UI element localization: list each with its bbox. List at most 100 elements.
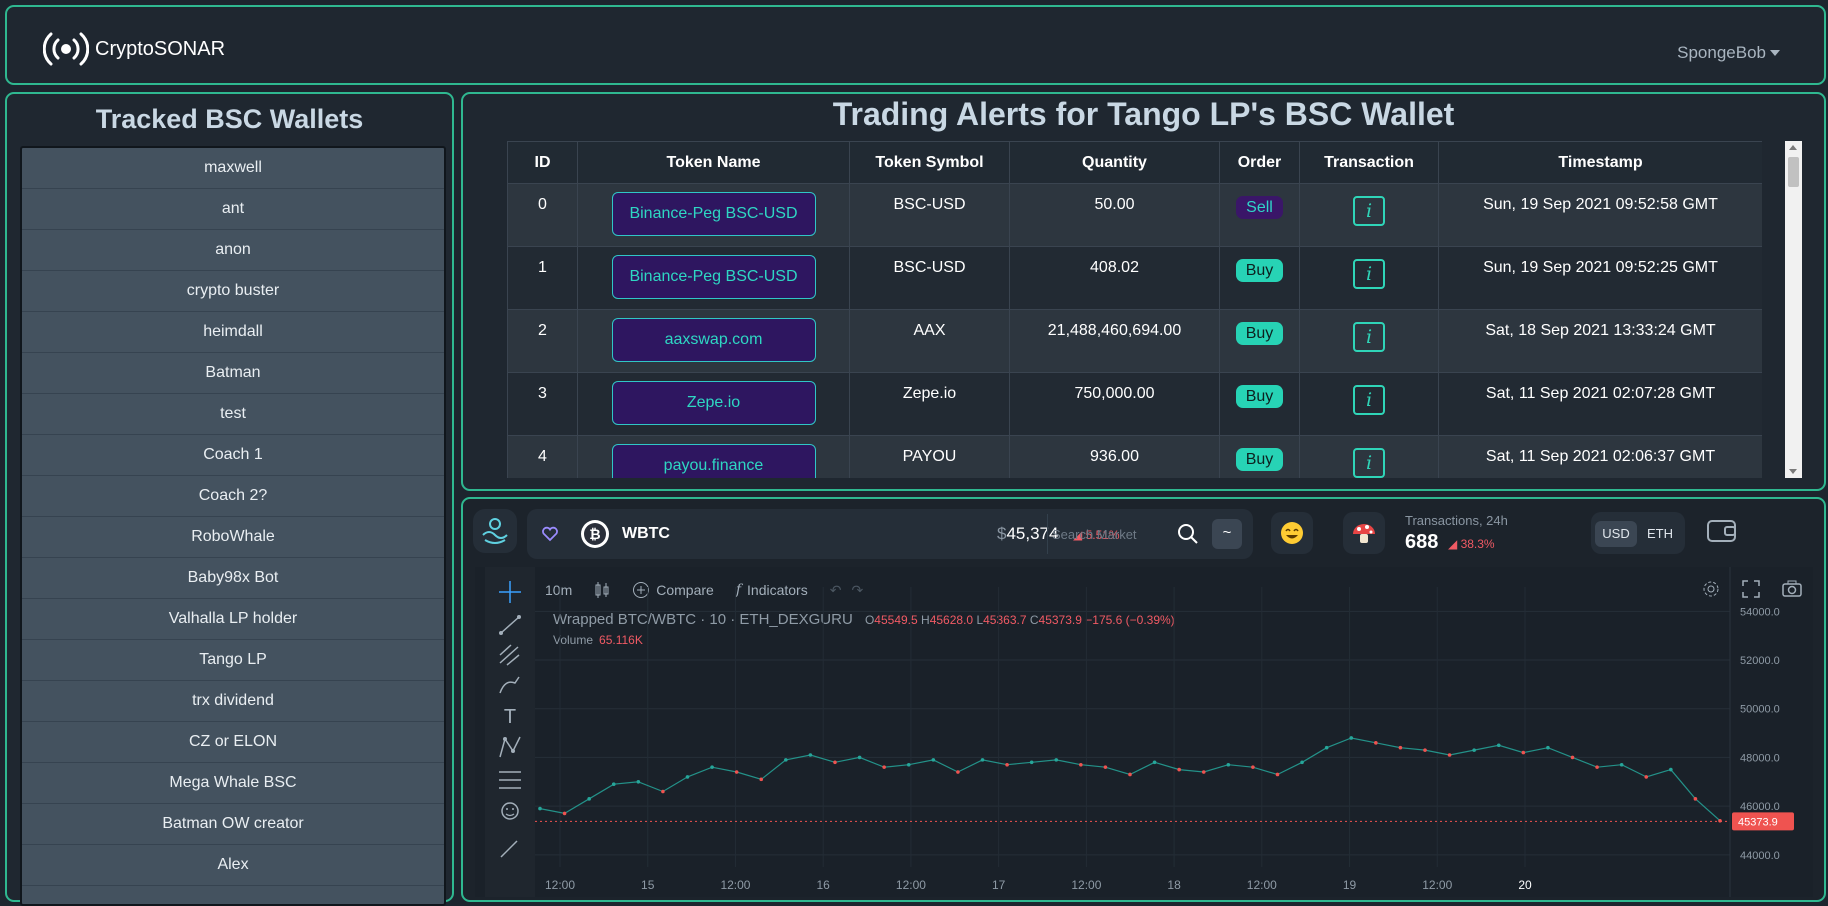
- price-point: [685, 775, 690, 779]
- token-name-button[interactable]: payou.finance: [611, 444, 816, 478]
- smiley-emoji-button[interactable]: [1271, 512, 1313, 554]
- price-point: [931, 758, 936, 762]
- transaction-info-icon[interactable]: i: [1353, 448, 1385, 478]
- wallet-item[interactable]: Coach 2?: [22, 476, 444, 517]
- caret-down-icon: [1770, 50, 1780, 56]
- crosshair-icon[interactable]: [499, 581, 521, 603]
- tilde-button[interactable]: ~: [1212, 519, 1242, 549]
- wallet-item[interactable]: anon: [22, 230, 444, 271]
- wallet-list[interactable]: maxwell ant anon crypto buster heimdall …: [20, 146, 446, 906]
- cell-symbol: AAX: [849, 309, 1010, 373]
- user-dropdown[interactable]: SpongeBob: [1677, 43, 1780, 63]
- alerts-table-container[interactable]: ID Token Name Token Symbol Quantity Orde…: [507, 141, 1762, 478]
- wallet-item[interactable]: CZ or ELON: [22, 722, 444, 763]
- brush-icon[interactable]: [499, 676, 520, 694]
- interval-button[interactable]: 10m: [545, 582, 573, 598]
- column-header: Token Symbol: [849, 141, 1010, 184]
- settings-gear-icon[interactable]: [1701, 579, 1721, 599]
- wallet-item[interactable]: Batman OW creator: [22, 804, 444, 845]
- search-icon[interactable]: [1177, 523, 1199, 545]
- indicators-button[interactable]: f Indicators: [736, 582, 808, 598]
- cell-order: Buy: [1219, 309, 1300, 373]
- wallet-item[interactable]: RoboWhale: [22, 517, 444, 558]
- wallet-item[interactable]: crypto buster: [22, 271, 444, 312]
- price-point: [759, 777, 764, 782]
- volume-legend: Volume 65.116K: [553, 633, 643, 647]
- wallet-item[interactable]: Batman: [22, 353, 444, 394]
- price-point: [1029, 760, 1034, 765]
- x-tick-label: 20: [1518, 878, 1532, 892]
- currency-usd-button[interactable]: USD: [1595, 521, 1637, 547]
- price-point: [1718, 818, 1722, 823]
- wallet-item[interactable]: Coach 1: [22, 435, 444, 476]
- price-point: [1349, 736, 1354, 740]
- heart-icon[interactable]: [541, 526, 559, 542]
- wallet-item[interactable]: test: [22, 394, 444, 435]
- alerts-panel: Trading Alerts for Tango LP's BSC Wallet…: [461, 92, 1826, 491]
- wallet-item[interactable]: trx dividend: [22, 681, 444, 722]
- sidebar-title: Tracked BSC Wallets: [95, 104, 364, 134]
- token-name-button[interactable]: Zepe.io: [611, 381, 816, 425]
- x-tick-label: 12:00: [720, 878, 750, 892]
- transaction-info-icon[interactable]: i: [1353, 196, 1385, 226]
- wallet-item[interactable]: Baby98x Bot: [22, 558, 444, 599]
- cell-token-name: payou.finance: [577, 435, 850, 478]
- fullscreen-icon[interactable]: [1741, 579, 1761, 599]
- cell-token-name: aaxswap.com: [577, 309, 850, 373]
- undo-icon[interactable]: ↶: [829, 581, 842, 598]
- transaction-info-icon[interactable]: i: [1353, 259, 1385, 289]
- currency-eth-button[interactable]: ETH: [1647, 526, 1673, 541]
- svg-text:T: T: [504, 706, 516, 728]
- measure-tool-icon[interactable]: [499, 771, 521, 789]
- brand-name: CryptoSONAR: [95, 37, 226, 60]
- camera-icon[interactable]: [1781, 579, 1803, 599]
- price-point: [1275, 772, 1280, 777]
- redo-icon[interactable]: ↷: [851, 581, 864, 598]
- mushroom-emoji-button[interactable]: [1343, 512, 1385, 554]
- high-label: H: [921, 613, 930, 627]
- token-name-button[interactable]: aaxswap.com: [611, 318, 816, 362]
- transaction-info-icon[interactable]: i: [1353, 322, 1385, 352]
- token-name-button[interactable]: Binance-Peg BSC-USD: [611, 255, 816, 299]
- search-market-input[interactable]: Search Market: [1052, 527, 1137, 542]
- pattern-tool-icon[interactable]: [499, 736, 521, 758]
- table-scrollbar[interactable]: [1785, 141, 1802, 478]
- x-tick-label: 19: [1343, 878, 1357, 892]
- wallet-item[interactable]: maxwell: [22, 148, 444, 189]
- wallet-item[interactable]: ant: [22, 189, 444, 230]
- brand-link[interactable]: CryptoSONAR: [43, 31, 225, 67]
- price-point: [1398, 745, 1403, 750]
- scroll-down-arrow-icon[interactable]: [1789, 469, 1797, 474]
- cell-id: 1: [507, 246, 578, 310]
- emoji-tool-icon[interactable]: [501, 802, 519, 820]
- cell-quantity: 50.00: [1009, 183, 1220, 247]
- y-tick-label: 52000.0: [1740, 655, 1780, 667]
- text-tool-icon[interactable]: T: [504, 706, 516, 728]
- trend-line-icon[interactable]: [499, 615, 521, 635]
- wallet-item[interactable]: Tango LP: [22, 640, 444, 681]
- wallet-item[interactable]: Mega Whale BSC: [22, 763, 444, 804]
- compare-button[interactable]: Compare: [632, 581, 714, 599]
- close-value: 45373.9: [1038, 613, 1082, 627]
- scroll-up-arrow-icon[interactable]: [1789, 145, 1797, 150]
- scrollbar-thumb[interactable]: [1788, 157, 1799, 187]
- change-value: −175.6 (−0.39%): [1085, 613, 1175, 627]
- cell-symbol: BSC-USD: [849, 246, 1010, 310]
- fib-tool-icon[interactable]: [499, 644, 520, 666]
- token-name-button[interactable]: Binance-Peg BSC-USD: [611, 192, 816, 236]
- price-point: [1447, 753, 1452, 757]
- volume-value: 65.116K: [599, 633, 643, 647]
- wallet-item[interactable]: heimdall: [22, 312, 444, 353]
- price-point: [661, 789, 665, 794]
- wallet-item[interactable]: Valhalla LP holder: [22, 599, 444, 640]
- dexguru-logo-button[interactable]: [473, 509, 517, 553]
- ruler-icon[interactable]: [500, 840, 518, 858]
- candle-type-icon[interactable]: [594, 581, 610, 599]
- wallet-item[interactable]: Alex: [22, 845, 444, 886]
- chart-area[interactable]: T 10m Compare f Indicators ↶ ↷ Wrapped BT…: [475, 567, 1813, 897]
- transaction-info-icon[interactable]: i: [1353, 385, 1385, 415]
- cell-transaction: i: [1299, 372, 1439, 436]
- price-point: [980, 758, 985, 762]
- wallet-icon[interactable]: [1705, 514, 1739, 548]
- cell-transaction: i: [1299, 309, 1439, 373]
